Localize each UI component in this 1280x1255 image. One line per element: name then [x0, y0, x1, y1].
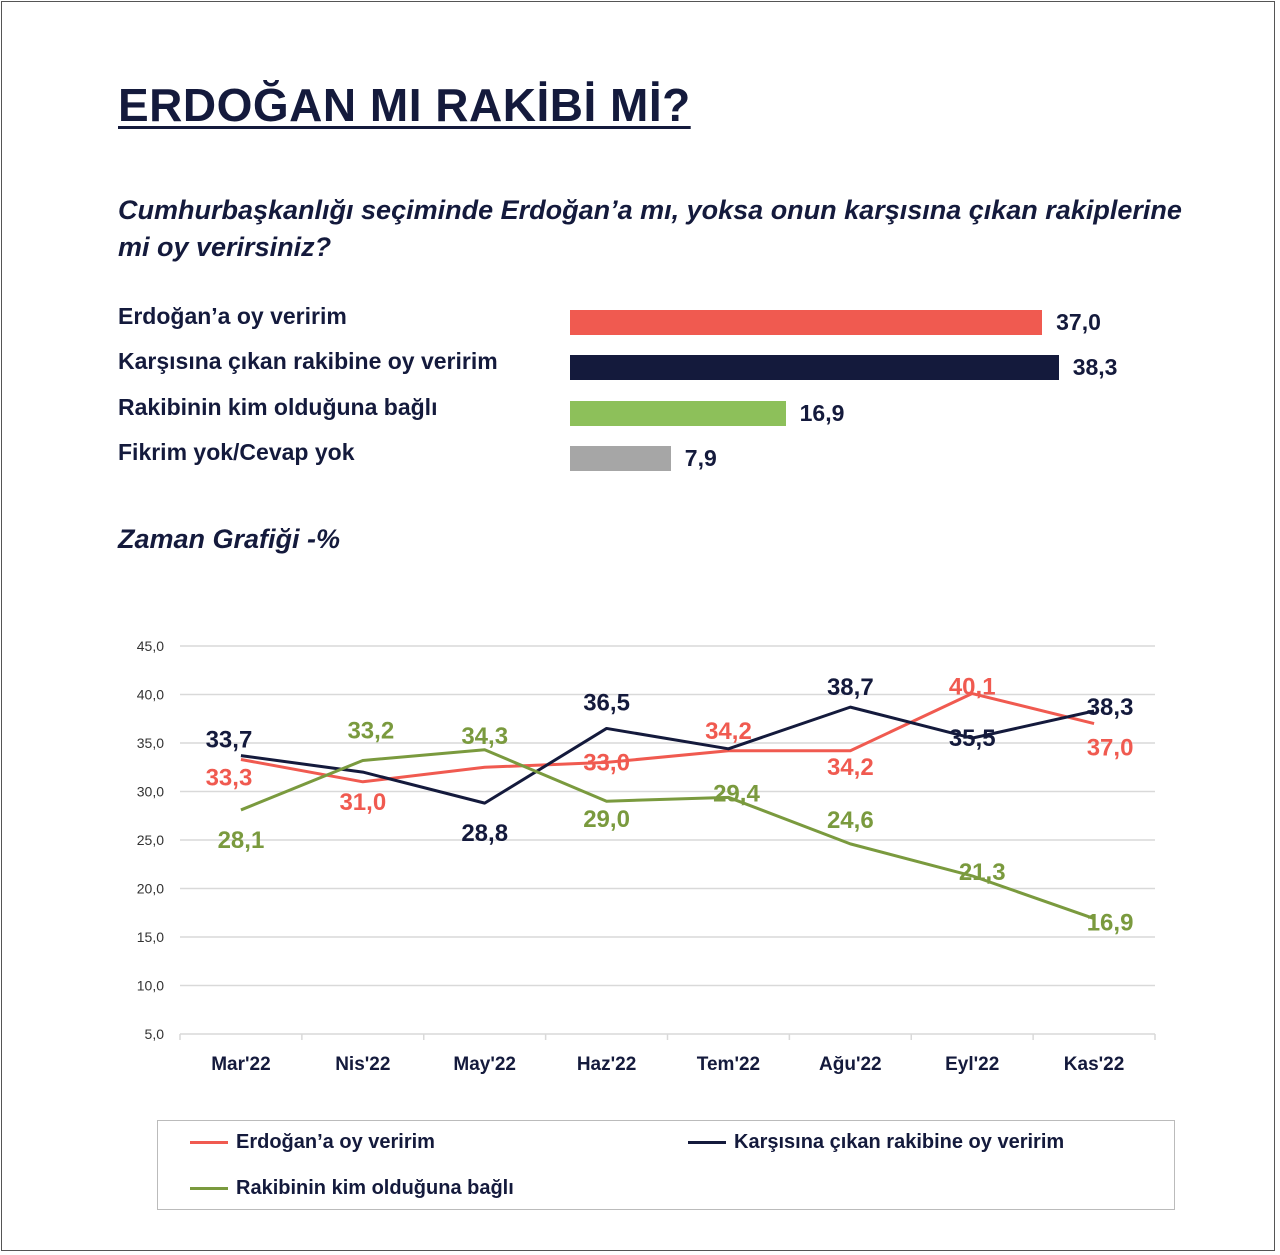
bar-value-label: 37,0 [1056, 309, 1101, 335]
x-tick-label: Ağu'22 [819, 1054, 882, 1075]
data-label: 33,7 [206, 727, 253, 754]
bar [570, 355, 1059, 380]
data-label: 40,1 [949, 674, 996, 701]
y-tick-label: 10,0 [137, 978, 164, 994]
x-tick-label: Nis'22 [335, 1054, 390, 1075]
bar [570, 446, 671, 471]
y-tick-label: 30,0 [137, 784, 164, 800]
data-label: 33,0 [583, 749, 630, 776]
bar-category-label: Rakibinin kim olduğuna bağlı [118, 394, 438, 420]
data-label: 34,3 [461, 723, 508, 750]
data-label: 28,8 [461, 820, 508, 847]
time-chart-title: Zaman Grafiği -% [118, 524, 341, 554]
data-label: 33,2 [347, 717, 394, 744]
legend-item-bagli: Rakibinin kim olduğuna bağlı [190, 1177, 514, 1200]
y-tick-label: 25,0 [137, 832, 164, 848]
y-tick-label: 15,0 [137, 929, 164, 945]
x-tick-label: Tem'22 [697, 1054, 760, 1075]
data-label: 24,6 [827, 807, 874, 834]
legend-swatch [688, 1141, 726, 1144]
legend-swatch [190, 1187, 228, 1190]
data-label: 38,3 [1087, 694, 1134, 721]
x-tick-label: Mar'22 [211, 1054, 270, 1075]
data-label: 35,5 [949, 725, 996, 752]
data-label: 29,4 [713, 780, 760, 807]
y-tick-label: 5,0 [145, 1026, 165, 1042]
data-label: 38,7 [827, 674, 874, 701]
bar [570, 401, 786, 426]
series-line-1 [240, 705, 1095, 805]
y-tick-label: 35,0 [137, 735, 164, 751]
legend-label: Rakibinin kim olduğuna bağlı [236, 1177, 514, 1199]
legend-item-rakip: Karşısına çıkan rakibine oy veririm [688, 1131, 1064, 1154]
bar-category-label: Karşısına çıkan rakibine oy veririm [118, 348, 498, 374]
legend-label: Erdoğan’a oy veririm [236, 1131, 435, 1153]
data-label: 34,2 [705, 718, 752, 745]
y-tick-label: 20,0 [137, 881, 164, 897]
bar-value-label: 38,3 [1072, 354, 1118, 380]
data-label: 21,3 [959, 859, 1006, 886]
data-label: 37,0 [1087, 735, 1134, 762]
x-tick-label: Kas'22 [1064, 1054, 1125, 1075]
series-line-2 [240, 748, 1095, 920]
bar-value-label: 7,9 [684, 445, 717, 471]
data-label: 28,1 [218, 827, 265, 854]
page-title: ERDOĞAN MI RAKİBİ Mİ? [118, 79, 691, 131]
y-tick-label: 45,0 [137, 638, 164, 654]
legend-item-erdogan: Erdoğan’a oy veririm [190, 1131, 435, 1154]
x-tick-label: Eyl'22 [945, 1054, 999, 1075]
data-label: 34,2 [827, 754, 874, 781]
data-label: 36,5 [583, 689, 630, 716]
data-label: 16,9 [1087, 910, 1134, 937]
bar-value-label: 16,9 [799, 400, 845, 426]
bar-category-label: Erdoğan’a oy veririm [118, 303, 347, 329]
series-line-0 [240, 692, 1095, 784]
x-tick-label: May'22 [453, 1054, 516, 1075]
legend-label: Karşısına çıkan rakibine oy veririm [734, 1131, 1065, 1153]
data-label: 33,3 [206, 764, 253, 791]
bar-category-label: Fikrim yok/Cevap yok [118, 439, 355, 465]
y-tick-label: 40,0 [137, 687, 164, 703]
legend-swatch [190, 1141, 228, 1144]
x-tick-label: Haz'22 [577, 1054, 636, 1075]
question-subtitle: Cumhurbaşkanlığı seçiminde Erdoğan’a mı,… [118, 195, 1182, 262]
legend: Erdoğan’a oy veririm Karşısına çıkan rak… [157, 1120, 1175, 1210]
data-label: 29,0 [583, 806, 630, 833]
bar [570, 310, 1043, 335]
data-label: 31,0 [339, 789, 386, 816]
